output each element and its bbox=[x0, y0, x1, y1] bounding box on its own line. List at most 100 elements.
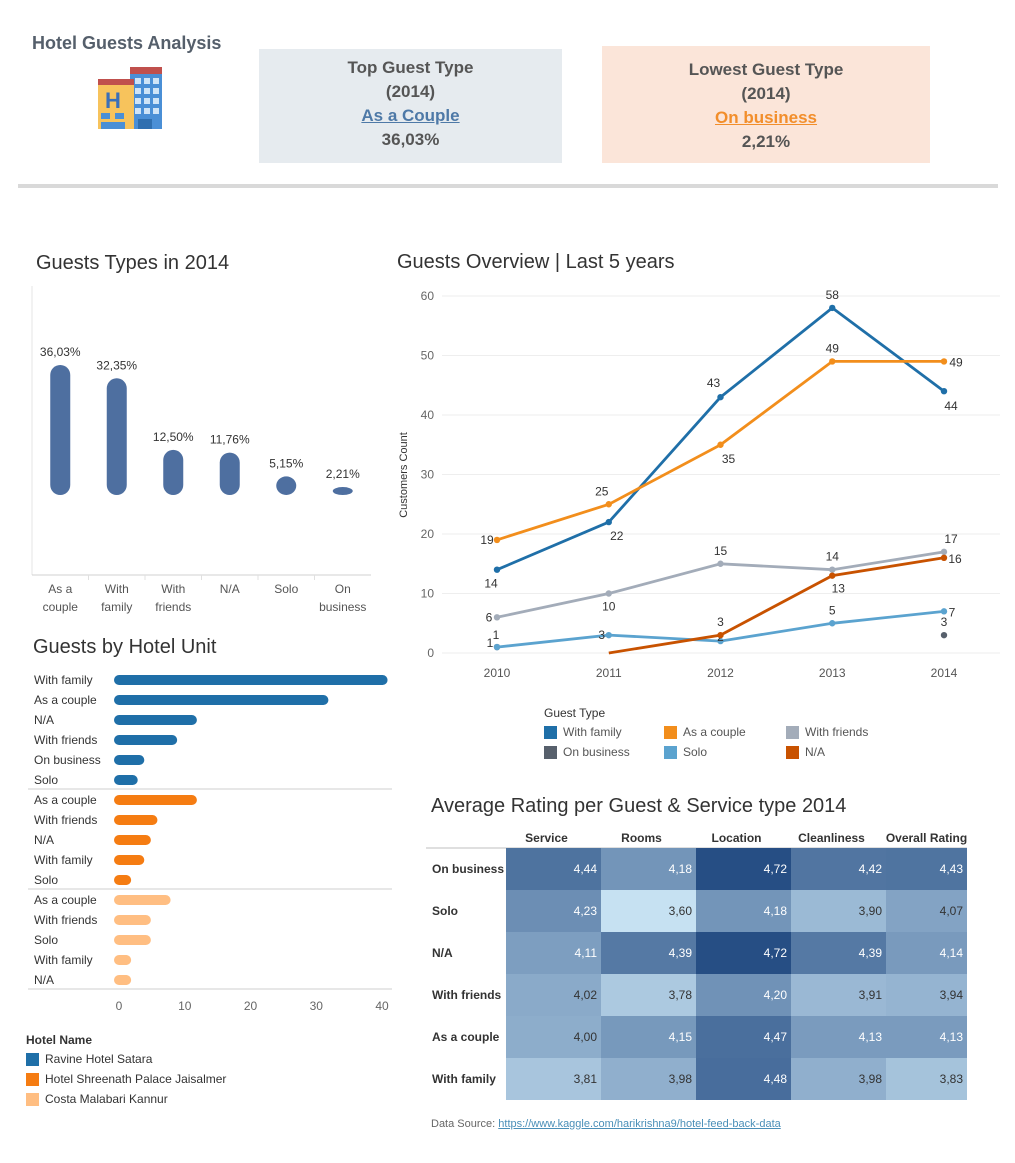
legend-swatch bbox=[786, 725, 799, 739]
overview-legend-item[interactable]: N/A bbox=[786, 742, 886, 762]
heatmap-cell bbox=[886, 1016, 967, 1058]
overview-series-line bbox=[496, 360, 944, 542]
legend-label: N/A bbox=[805, 745, 826, 759]
overview-data-point bbox=[940, 631, 948, 639]
legend-swatch bbox=[786, 745, 799, 759]
heatmap-cell bbox=[696, 932, 791, 974]
hotel-units-x-tick-label: 30 bbox=[310, 999, 324, 1013]
heatmap-cell bbox=[601, 848, 696, 890]
guest-type-value-label: 5,15% bbox=[269, 456, 303, 470]
overview-data-point bbox=[605, 501, 612, 508]
heatmap-row-label: With friends bbox=[432, 988, 502, 1002]
heatmap-column-header: Overall Rating bbox=[886, 831, 967, 845]
guest-type-bar bbox=[163, 449, 184, 495]
overview-legend-item[interactable]: With family bbox=[544, 722, 664, 742]
dashboard-title: Hotel Guests Analysis bbox=[32, 33, 222, 53]
hotel-unit-row-label: With family bbox=[34, 853, 93, 867]
overview-data-label: 5 bbox=[829, 603, 836, 617]
heatmap-cell bbox=[696, 848, 791, 890]
hotel-legend-item[interactable]: Ravine Hotel Satara bbox=[26, 1049, 226, 1069]
hotel-unit-row-label: As a couple bbox=[34, 793, 97, 807]
hotel-unit-row-label: N/A bbox=[34, 973, 54, 987]
overview-legend-item[interactable]: With friends bbox=[786, 722, 886, 742]
kpi-low-line2: (2014) bbox=[741, 84, 791, 103]
heatmap-cell bbox=[791, 1058, 886, 1100]
heatmap-cell bbox=[601, 932, 696, 974]
heatmap-row-label: With family bbox=[432, 1072, 496, 1086]
guest-type-value-label: 2,21% bbox=[326, 467, 360, 481]
heatmap-cell-value: 4,47 bbox=[764, 1030, 788, 1044]
heatmap-cell-value: 4,72 bbox=[764, 862, 788, 876]
legend-label: As a couple bbox=[683, 725, 746, 739]
overview-x-tick-label: 2010 bbox=[484, 666, 511, 680]
heatmap-cell-value: 4,02 bbox=[574, 988, 598, 1002]
heatmap-row-label: Solo bbox=[432, 904, 458, 918]
hotel-building-icon: H bbox=[98, 67, 164, 130]
overview-data-label: 35 bbox=[722, 452, 736, 466]
data-source-link[interactable]: https://www.kaggle.com/harikrishna9/hote… bbox=[498, 1118, 781, 1130]
heatmap-row-label: On business bbox=[432, 862, 504, 876]
overview-y-tick-label: 40 bbox=[421, 408, 435, 422]
overview-data-point bbox=[940, 358, 948, 365]
kpi-top-value: 36,03% bbox=[381, 130, 440, 149]
hotel-legend-item[interactable]: Costa Malabari Kannur bbox=[26, 1089, 226, 1109]
overview-data-label: 44 bbox=[944, 399, 958, 413]
overview-y-axis-title: Customers Count bbox=[398, 432, 410, 518]
overview-data-point bbox=[717, 637, 724, 645]
hotel-unit-bar bbox=[114, 955, 132, 965]
overview-y-tick-label: 20 bbox=[421, 527, 435, 541]
heatmap-cell bbox=[506, 1016, 601, 1058]
overview-data-point bbox=[940, 554, 948, 561]
guest-type-bar bbox=[276, 476, 297, 495]
kpi-low-type: On business bbox=[714, 108, 818, 127]
heatmap-cell-value: 4,48 bbox=[764, 1072, 788, 1086]
heatmap-cell-value: 4,39 bbox=[859, 946, 883, 960]
heatmap-column-header: Cleanliness bbox=[798, 831, 865, 845]
hotel-unit-bar bbox=[114, 775, 138, 785]
overview-data-label: 10 bbox=[602, 600, 616, 614]
hotel-units-title: Guests by Hotel Unit bbox=[33, 636, 217, 658]
heatmap-row-label: As a couple bbox=[432, 1030, 500, 1044]
hotel-unit-bar bbox=[114, 675, 388, 685]
overview-legend-item[interactable]: On business bbox=[544, 742, 664, 762]
heatmap-cell-value: 3,98 bbox=[859, 1072, 883, 1086]
overview-data-point bbox=[605, 590, 612, 597]
overview-legend-item[interactable]: As a couple bbox=[664, 722, 786, 742]
hotel-unit-bar bbox=[114, 735, 178, 745]
header-divider bbox=[18, 184, 998, 188]
kpi-top-line1: Top Guest Type bbox=[347, 58, 474, 77]
kpi-top-line2: (2014) bbox=[385, 82, 436, 101]
hotel-unit-row-label: Solo bbox=[34, 873, 58, 887]
overview-data-label: 14 bbox=[826, 550, 840, 564]
guest-types-chart: 36,03% As a couple 32,35% With family 12,50% Wi… bbox=[31, 286, 371, 614]
overview-x-tick-label: 2012 bbox=[707, 666, 734, 680]
overview-data-point bbox=[717, 631, 724, 639]
overview-data-point bbox=[605, 518, 612, 526]
overview-x-tick-label: 2011 bbox=[596, 666, 622, 680]
guest-type-value-label: 12,50% bbox=[153, 430, 194, 444]
legend-label: On business bbox=[563, 745, 630, 759]
hotel-legend: Hotel Name Ravine Hotel Satara Hotel Shre… bbox=[26, 1033, 226, 1109]
hotel-unit-bar bbox=[114, 815, 158, 825]
heatmap-cell bbox=[791, 974, 886, 1016]
heatmap-cell-value: 4,18 bbox=[669, 862, 693, 876]
hotel-unit-bar bbox=[114, 835, 151, 845]
data-source: Data Source: https://www.kaggle.com/hari… bbox=[431, 1118, 781, 1130]
heatmap-column-header: Location bbox=[712, 831, 762, 845]
hotel-unit-bar bbox=[114, 875, 132, 885]
heatmap-cell bbox=[791, 890, 886, 932]
kpi-top-guest-type: Top Guest Type (2014) As a Couple 36,03% bbox=[259, 49, 562, 163]
hotel-unit-row-label: Solo bbox=[34, 773, 58, 787]
guest-type-value-label: 32,35% bbox=[96, 358, 137, 372]
overview-title: Guests Overview | Last 5 years bbox=[397, 251, 675, 273]
overview-legend-item[interactable]: Solo bbox=[664, 742, 786, 762]
overview-legend: Guest Type With family As a couple With fr… bbox=[544, 706, 884, 762]
overview-data-label: 43 bbox=[707, 376, 721, 390]
overview-data-label: 7 bbox=[949, 605, 956, 619]
hotel-legend-item[interactable]: Hotel Shreenath Palace Jaisalmer bbox=[26, 1069, 226, 1089]
hotel-unit-row-label: With family bbox=[34, 953, 93, 967]
legend-label: Solo bbox=[683, 745, 708, 759]
hotel-unit-bar bbox=[114, 755, 145, 765]
heatmap-cell-value: 4,72 bbox=[764, 946, 788, 960]
heatmap-cell bbox=[506, 932, 601, 974]
